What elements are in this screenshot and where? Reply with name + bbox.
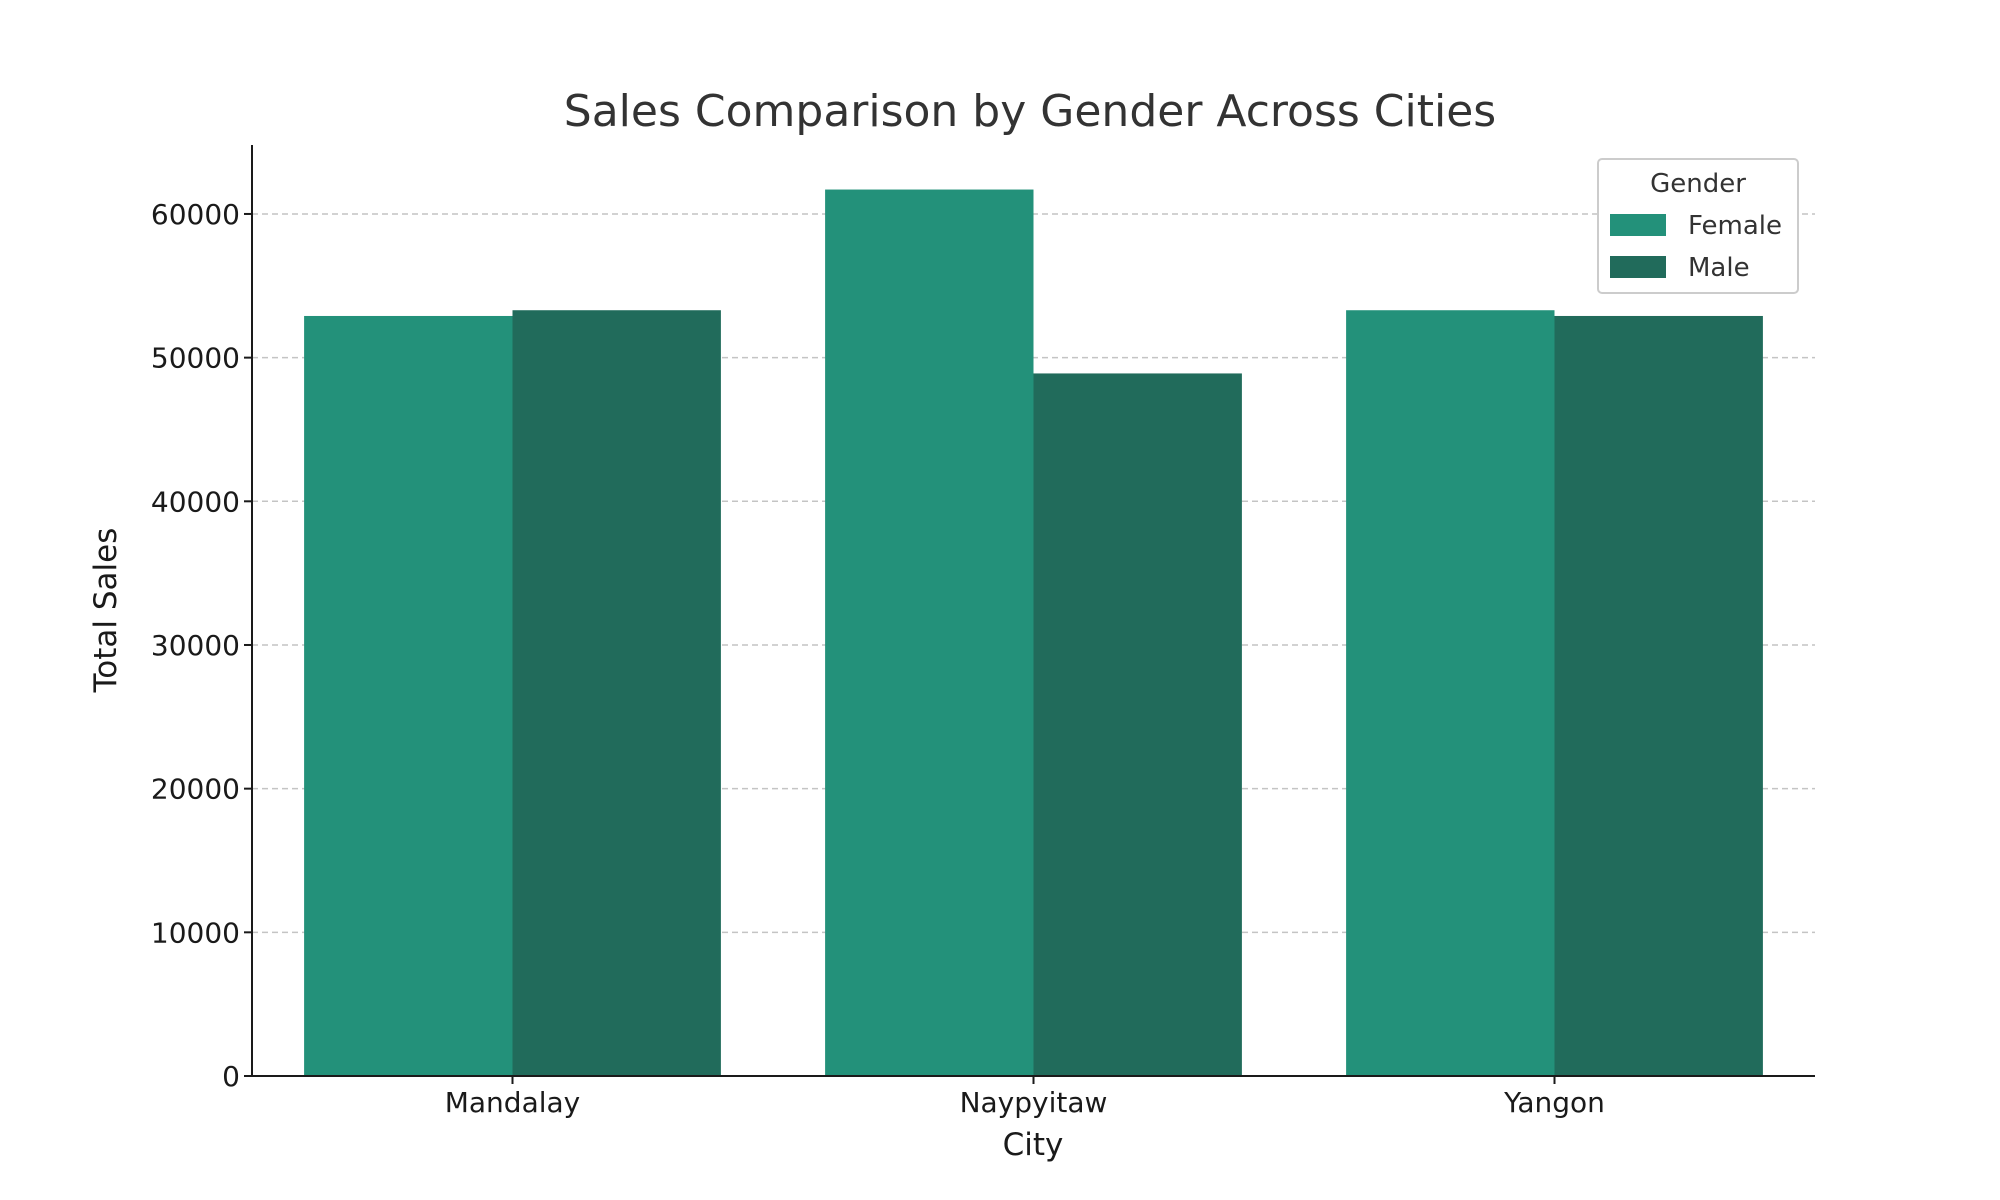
bar-male-mandalay	[512, 310, 721, 1076]
bar-female-yangon	[1346, 310, 1555, 1076]
bar-male-yangon	[1554, 315, 1763, 1076]
y-tick-label-0: 0	[222, 1060, 240, 1093]
legend-swatch-female	[1610, 214, 1666, 236]
bar-female-naypyitaw	[825, 189, 1034, 1076]
y-tick-label-2: 20000	[151, 773, 240, 806]
bars	[304, 189, 1763, 1076]
legend-swatch-male	[1610, 256, 1666, 278]
y-tick-label-4: 40000	[151, 485, 240, 518]
x-axis-label: City	[1003, 1127, 1064, 1163]
chart-title: Sales Comparison by Gender Across Cities	[564, 86, 1496, 137]
x-tick-label-2: Yangon	[1503, 1086, 1605, 1119]
x-tick-label-0: Mandalay	[445, 1086, 581, 1119]
bar-female-mandalay	[304, 315, 513, 1076]
y-tick-label-5: 50000	[151, 342, 240, 375]
bar-male-naypyitaw	[1033, 373, 1242, 1076]
legend-label-male: Male	[1688, 253, 1750, 283]
y-tick-label-1: 10000	[151, 916, 240, 949]
y-tick-label-6: 60000	[151, 198, 240, 231]
x-tick-label-1: Naypyitaw	[960, 1086, 1108, 1119]
legend: Gender Female Male	[1597, 158, 1799, 294]
legend-title: Gender	[1650, 169, 1746, 199]
y-axis-label: Total Sales	[88, 528, 124, 694]
legend-label-female: Female	[1688, 211, 1782, 241]
y-ticks: 0 10000 20000 30000 40000 50000 60000	[151, 198, 252, 1093]
y-tick-label-3: 30000	[151, 629, 240, 662]
x-ticks: Mandalay Naypyitaw Yangon	[445, 1076, 1605, 1119]
